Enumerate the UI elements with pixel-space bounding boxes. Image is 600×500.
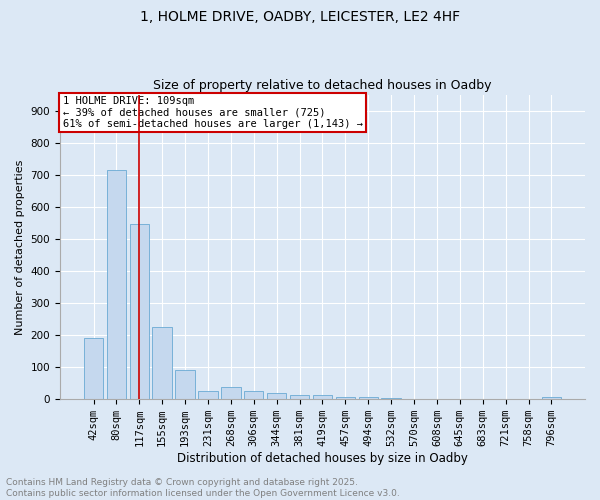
Y-axis label: Number of detached properties: Number of detached properties [15,159,25,334]
Bar [404,398,424,399]
Bar [359,398,378,399]
Bar [221,387,241,399]
Bar [130,224,149,399]
Text: Contains HM Land Registry data © Crown copyright and database right 2025.
Contai: Contains HM Land Registry data © Crown c… [6,478,400,498]
Bar [107,170,126,399]
Title: Size of property relative to detached houses in Oadby: Size of property relative to detached ho… [153,79,492,92]
Bar [244,391,263,399]
Bar [542,397,561,399]
Bar [313,396,332,399]
Bar [290,396,309,399]
Bar [267,394,286,399]
Bar [382,398,401,399]
Text: 1 HOLME DRIVE: 109sqm
← 39% of detached houses are smaller (725)
61% of semi-det: 1 HOLME DRIVE: 109sqm ← 39% of detached … [62,96,362,130]
Bar [84,338,103,399]
Bar [450,398,470,399]
Bar [175,370,195,399]
Bar [152,327,172,399]
Bar [335,396,355,399]
Text: 1, HOLME DRIVE, OADBY, LEICESTER, LE2 4HF: 1, HOLME DRIVE, OADBY, LEICESTER, LE2 4H… [140,10,460,24]
Bar [427,398,446,399]
X-axis label: Distribution of detached houses by size in Oadby: Distribution of detached houses by size … [177,452,468,465]
Bar [198,390,218,399]
